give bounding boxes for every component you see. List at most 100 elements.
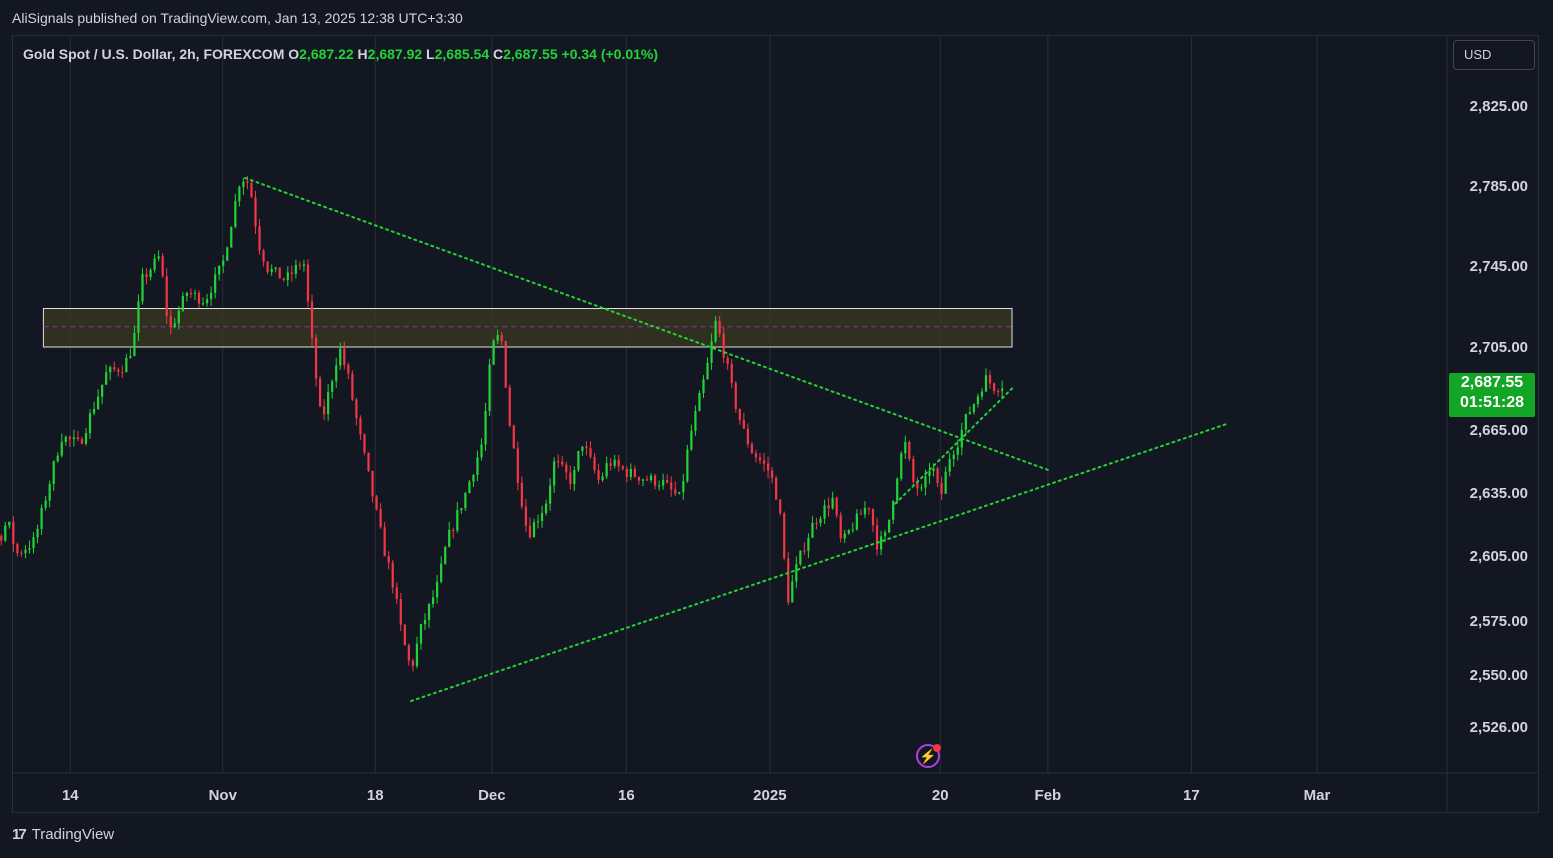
- candle: [653, 473, 657, 490]
- candle-body: [492, 340, 495, 365]
- candle: [383, 522, 386, 557]
- candle: [1001, 380, 1004, 399]
- candle-body: [222, 260, 225, 266]
- candle-body: [496, 335, 499, 341]
- candle-body: [561, 461, 564, 465]
- candle: [532, 518, 536, 538]
- candle-body: [355, 399, 358, 419]
- candle-body: [557, 461, 560, 463]
- candle-body: [12, 521, 15, 545]
- candle: [452, 527, 455, 539]
- candle: [201, 297, 205, 306]
- candle-body: [916, 481, 919, 489]
- candle-body: [686, 449, 689, 482]
- candle: [908, 440, 911, 462]
- candle: [577, 450, 580, 473]
- candle-body: [254, 197, 257, 227]
- candle: [48, 480, 51, 508]
- candle-body: [436, 581, 439, 598]
- candle-body: [956, 447, 959, 455]
- time-tick-label: 20: [932, 787, 949, 804]
- time-axis[interactable]: 14 Nov 18 Dec 16 2025 20 Feb 17 Mar: [62, 787, 1330, 804]
- candle-body: [633, 468, 636, 477]
- candle: [403, 623, 406, 646]
- candle-body: [20, 553, 23, 555]
- time-tick-label: Dec: [478, 787, 506, 804]
- candle-body: [621, 466, 624, 470]
- grid-lines: [12, 36, 1539, 813]
- candle-body: [44, 500, 47, 508]
- candle: [431, 590, 435, 608]
- candle: [480, 438, 483, 461]
- candle: [569, 465, 572, 490]
- bar-countdown: 01:51:28: [1459, 394, 1525, 411]
- candle: [504, 340, 507, 389]
- candle-body: [815, 522, 818, 524]
- candle: [415, 636, 419, 669]
- candle: [968, 406, 971, 415]
- candle: [508, 384, 511, 428]
- candle-body: [76, 437, 80, 439]
- candle: [56, 452, 59, 463]
- candle-body: [722, 333, 725, 358]
- candle: [843, 529, 846, 544]
- candle: [799, 550, 802, 566]
- close-value: 2,687.55: [503, 46, 558, 62]
- candle-body: [964, 414, 967, 430]
- candle-body: [468, 481, 471, 493]
- candle: [258, 218, 261, 255]
- candle: [375, 494, 378, 511]
- candle-body: [464, 492, 467, 509]
- candle-body: [718, 320, 721, 334]
- price-axis[interactable]: 2,825.00 2,785.00 2,745.00 2,705.00 2,665.00…: [1470, 98, 1528, 736]
- candle: [742, 412, 745, 430]
- candle-body: [1001, 388, 1004, 392]
- candle: [666, 474, 669, 484]
- candle-body: [569, 472, 572, 485]
- trendlines: [244, 177, 1229, 702]
- candle: [476, 450, 479, 482]
- candle-body: [649, 475, 653, 481]
- symbol-label[interactable]: Gold Spot / U.S. Dollar, 2h, FOREXCOM: [23, 46, 285, 62]
- candle: [105, 364, 108, 385]
- price-tick-label: 2,605.00: [1470, 548, 1528, 565]
- candle-body: [984, 375, 988, 392]
- candle: [734, 381, 737, 413]
- candle: [573, 466, 576, 491]
- candle-body: [121, 371, 124, 373]
- chart-frame[interactable]: [12, 35, 1539, 813]
- candle: [637, 476, 641, 485]
- candle: [4, 521, 7, 543]
- footer-brand[interactable]: 17 TradingView: [12, 826, 114, 843]
- candle-body: [827, 505, 830, 509]
- lightning-icon[interactable]: ⚡: [916, 744, 940, 768]
- candle-body: [218, 265, 221, 275]
- candle-body: [56, 455, 59, 462]
- currency-button[interactable]: USD: [1453, 40, 1535, 70]
- candle-body: [573, 470, 576, 485]
- candle-body: [770, 470, 774, 479]
- candle: [161, 252, 164, 278]
- candle-body: [504, 341, 507, 388]
- candle: [980, 388, 984, 400]
- candle: [625, 466, 628, 483]
- candle-body: [335, 365, 338, 382]
- candle-body: [286, 272, 289, 281]
- candle-body: [440, 563, 443, 582]
- candle: [557, 454, 560, 469]
- candle-body: [96, 396, 100, 409]
- candle: [811, 516, 814, 538]
- candle: [387, 551, 390, 570]
- candle: [972, 403, 976, 415]
- candle-body: [657, 485, 661, 487]
- candle: [698, 390, 701, 412]
- candle: [141, 267, 144, 305]
- candle: [645, 475, 649, 481]
- candle-body: [549, 485, 552, 504]
- candle: [121, 365, 124, 378]
- change-value: +0.34 (+0.01%): [561, 46, 659, 62]
- candle-body: [145, 274, 148, 278]
- candles: [0, 176, 1004, 672]
- candle-body: [177, 310, 180, 324]
